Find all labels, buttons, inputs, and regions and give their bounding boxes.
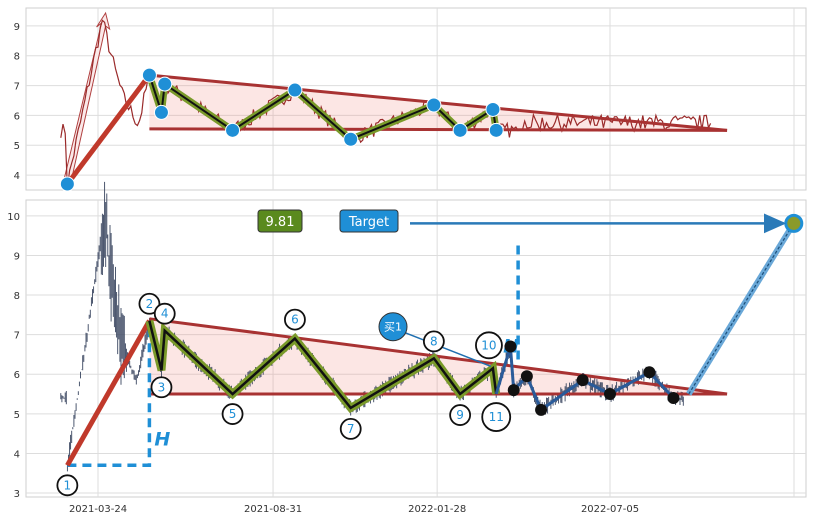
buy-marker: [378, 312, 408, 342]
leg-up-line: [65, 73, 152, 186]
y-tick-label: 9: [14, 22, 20, 33]
post-breakout-marker: [507, 384, 520, 397]
post-breakout-marker: [667, 392, 680, 404]
price-badge-box: [257, 209, 303, 233]
pivot-marker: [488, 122, 504, 138]
x-tick-label: 2021-08-31: [244, 504, 302, 515]
pivot-marker: [343, 131, 359, 147]
y-tick-label: 8: [14, 291, 20, 302]
bottom-panel: 3 4 5 6 7 8 9 10 2021-03-24 2021-08-31 2022-01-28 2…: [7, 181, 807, 515]
leg-up-line: [65, 319, 152, 467]
pivot-label: 8: [430, 334, 438, 348]
zigzag-inner: [148, 74, 498, 141]
pivot-label: 10: [481, 338, 496, 352]
pivot-label: 5: [229, 407, 237, 421]
price-badge-text: 9.81: [266, 215, 295, 230]
pivot-label: 1: [64, 478, 72, 492]
buy-marker-label: 买1: [384, 321, 402, 334]
y-tick-label: 3: [14, 489, 20, 500]
pivot-marker: [153, 104, 169, 120]
y-tick-label: 7: [14, 82, 20, 93]
pivot-marker: [225, 122, 241, 138]
pivot-label-circle: [284, 308, 306, 331]
pivot-marker: [287, 82, 303, 98]
pivot-label: 4: [161, 307, 169, 321]
pivot-label-circle: [475, 331, 503, 360]
target-marker: [784, 213, 804, 233]
pivot-marker: [59, 176, 75, 192]
x-tick-label: 2022-07-05: [581, 504, 639, 515]
x-tick-label: 2022-01-28: [408, 504, 466, 515]
pivot-marker: [485, 101, 501, 117]
pivot-label: 7: [347, 422, 355, 436]
y-tick-label: 8: [14, 52, 20, 63]
buy-pointer-line: [404, 332, 492, 368]
pivot-marker: [141, 67, 157, 83]
y-tick-label: 10: [7, 212, 20, 223]
pivot-label: 3: [158, 380, 166, 394]
target-badge-text: Target: [348, 215, 389, 230]
pivot-label: 2: [146, 297, 154, 311]
y-tick-label: 6: [14, 370, 20, 381]
target-badge-box: [339, 209, 399, 233]
post-breakout-marker: [535, 403, 548, 416]
zigzag-inner: [148, 320, 498, 410]
pivot-label-circle: [422, 330, 445, 353]
pivot-label-circle: [138, 292, 161, 315]
x-tick-label: 2021-03-24: [69, 504, 127, 515]
y-tick-label: 5: [14, 410, 20, 421]
lower-trendline: [149, 127, 728, 132]
target-projection-core: [688, 223, 795, 395]
pivot-marker: [426, 97, 442, 113]
pivot-label-circle: [153, 302, 176, 325]
post-breakout-marker: [520, 370, 533, 383]
y-tick-label: 7: [14, 331, 20, 342]
post-breakout-marker: [576, 374, 589, 387]
pivot-label-circle: [221, 403, 244, 425]
pivot-marker: [452, 122, 468, 138]
y-tick-label: 5: [14, 141, 20, 152]
pivot-label-circle: [150, 376, 173, 399]
pivot-label: 6: [291, 313, 299, 327]
pivot-marker: [157, 76, 173, 92]
pivot-label: 11: [489, 410, 504, 424]
pivot-label-circle: [339, 417, 362, 440]
pivot-label-circle: [56, 474, 79, 497]
pivot-label-circle: [481, 402, 512, 432]
post-breakout-marker: [643, 366, 656, 379]
pivot-label-circle: [449, 404, 472, 426]
y-tick-label: 9: [14, 251, 20, 262]
y-tick-label: 6: [14, 111, 20, 122]
top-panel: 4 5 6 7 8 9: [14, 7, 807, 192]
post-breakout-marker: [604, 388, 616, 401]
y-tick-label: 4: [14, 449, 20, 460]
y-tick-label: 4: [14, 171, 20, 182]
pivot-label: 9: [456, 408, 464, 422]
height-measure-line: [67, 320, 152, 468]
post-breakout-marker: [504, 340, 517, 353]
height-label: H: [154, 429, 170, 451]
